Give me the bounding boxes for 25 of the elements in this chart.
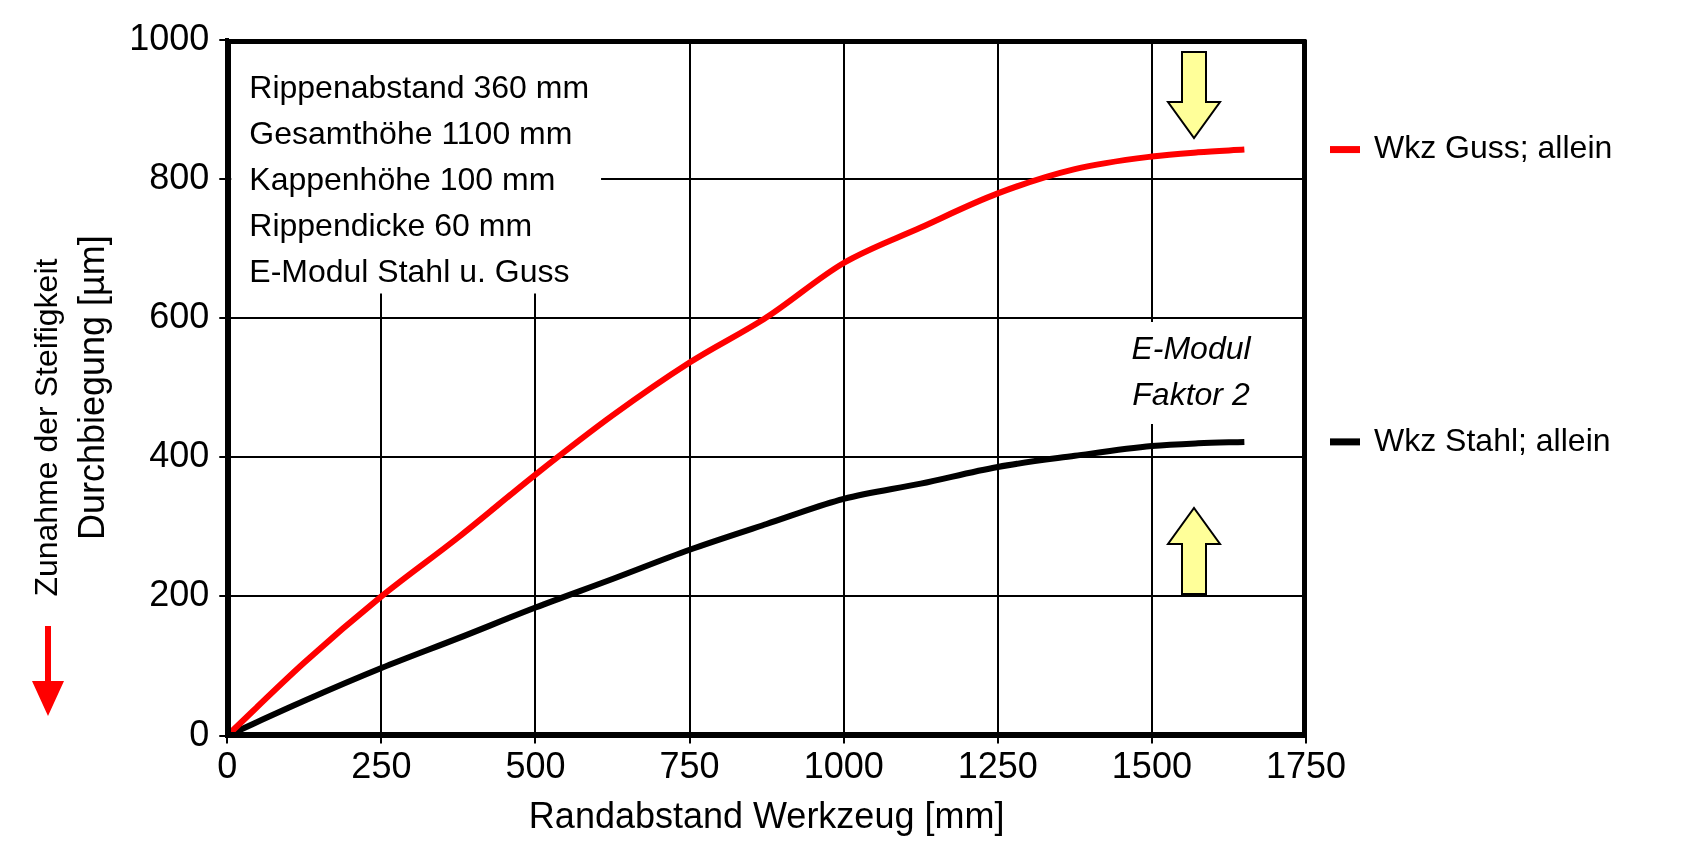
y-tick-label: 600 [149, 294, 210, 336]
annotation: Kappenhöhe 100 mm [249, 161, 556, 198]
x-tick-label: 1500 [1111, 745, 1192, 787]
x-tick-label: 500 [505, 745, 566, 787]
annotation: E-Modul Stahl u. Guss [249, 253, 570, 290]
annotation: Rippendicke 60 mm [249, 207, 533, 244]
annotation: Gesamthöhe 1100 mm [249, 115, 573, 152]
y-tick-label: 200 [149, 573, 210, 615]
x-axis-title: Randabstand Werkzeug [mm] [528, 795, 1005, 837]
y-axis-title: Durchbiegung [µm] [70, 235, 112, 541]
annotation: Rippenabstand 360 mm [249, 69, 590, 106]
legend-label: Wkz Guss; allein [1374, 129, 1613, 166]
x-tick-label: 750 [659, 745, 720, 787]
y-tick-label: 800 [149, 155, 210, 197]
legend-label: Wkz Stahl; allein [1374, 421, 1611, 458]
text: Zunahme der Steifigkeit [27, 258, 64, 597]
x-tick-label: 1250 [957, 745, 1038, 787]
x-tick-label: 1750 [1265, 745, 1347, 787]
annotation: E-Modul Faktor 2 [1131, 329, 1252, 412]
x-tick-label: 250 [351, 745, 412, 787]
x-tick-label: 1000 [803, 745, 884, 787]
y-tick-label: 1000 [129, 16, 210, 58]
y-tick-label: 0 [189, 712, 210, 754]
x-tick-label: 0 [217, 745, 238, 787]
y-tick-label: 400 [149, 434, 210, 476]
